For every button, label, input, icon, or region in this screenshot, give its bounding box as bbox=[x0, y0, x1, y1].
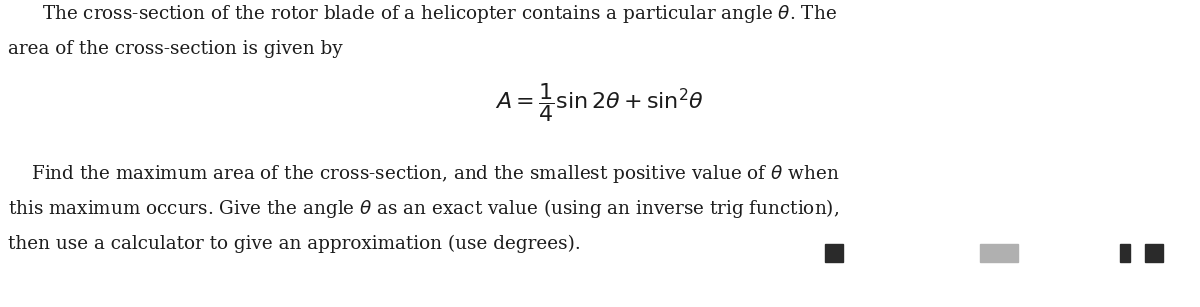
FancyBboxPatch shape bbox=[980, 244, 1018, 262]
FancyBboxPatch shape bbox=[1120, 244, 1130, 262]
Text: $A = \dfrac{1}{4}\sin 2\theta + \sin^2\!\theta$: $A = \dfrac{1}{4}\sin 2\theta + \sin^2\!… bbox=[496, 81, 704, 124]
Text: area of the cross-section is given by: area of the cross-section is given by bbox=[8, 40, 343, 58]
FancyBboxPatch shape bbox=[826, 244, 842, 262]
FancyBboxPatch shape bbox=[1145, 244, 1163, 262]
Text: this maximum occurs. Give the angle $\theta$ as an exact value (using an inverse: this maximum occurs. Give the angle $\th… bbox=[8, 197, 839, 220]
Text: then use a calculator to give an approximation (use degrees).: then use a calculator to give an approxi… bbox=[8, 235, 581, 253]
Text: The cross-section of the rotor blade of a helicopter contains a particular angle: The cross-section of the rotor blade of … bbox=[42, 3, 836, 25]
Text: Find the maximum area of the cross-section, and the smallest positive value of $: Find the maximum area of the cross-secti… bbox=[8, 163, 840, 185]
